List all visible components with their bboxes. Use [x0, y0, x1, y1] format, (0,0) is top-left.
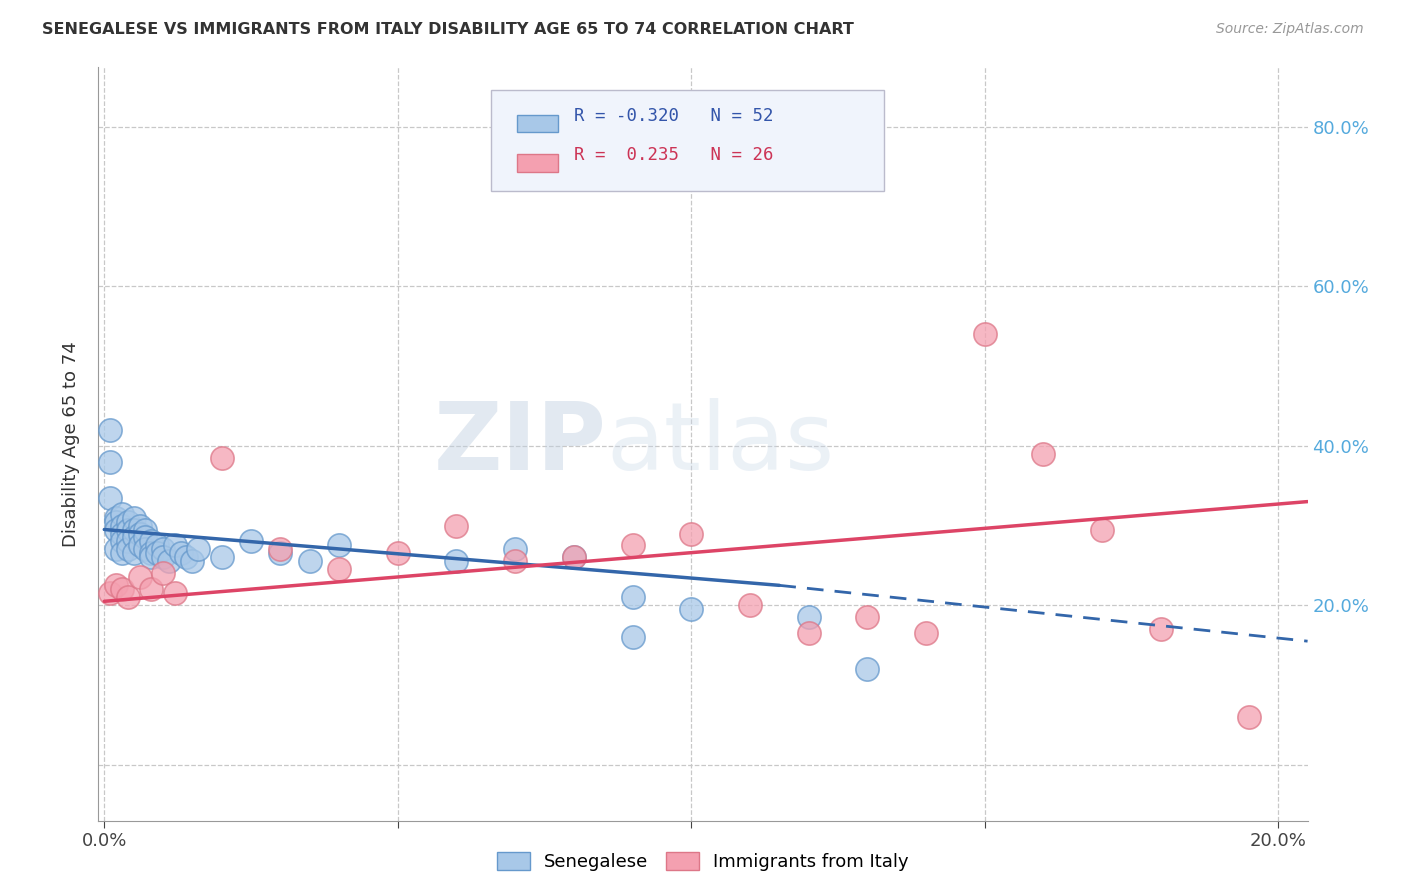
Point [105, 515, 128, 529]
Point [211, 450, 233, 465]
Legend: Senegalese, Immigrants from Italy: Senegalese, Immigrants from Italy [489, 845, 917, 879]
Text: Source: ZipAtlas.com: Source: ZipAtlas.com [1216, 22, 1364, 37]
Point [187, 542, 209, 557]
Point [163, 539, 186, 553]
Point [128, 570, 150, 584]
Text: SENEGALESE VS IMMIGRANTS FROM ITALY DISABILITY AGE 65 TO 74 CORRELATION CHART: SENEGALESE VS IMMIGRANTS FROM ITALY DISA… [42, 22, 853, 37]
Point [328, 539, 350, 553]
Point [105, 523, 128, 537]
Point [446, 518, 468, 533]
Point [1032, 447, 1054, 461]
Point [181, 554, 204, 568]
FancyBboxPatch shape [517, 115, 558, 133]
Point [387, 546, 409, 560]
Point [134, 531, 156, 545]
Point [117, 534, 139, 549]
Point [797, 626, 820, 640]
Point [169, 546, 191, 560]
Point [105, 510, 128, 524]
Point [240, 534, 263, 549]
Point [681, 526, 703, 541]
Point [562, 550, 585, 565]
Point [134, 523, 156, 537]
Point [446, 554, 468, 568]
Point [111, 518, 134, 533]
Point [141, 550, 163, 565]
Text: ZIP: ZIP [433, 398, 606, 490]
Point [111, 507, 134, 521]
Point [128, 518, 150, 533]
Point [152, 542, 174, 557]
Text: R =  0.235   N = 26: R = 0.235 N = 26 [574, 146, 773, 164]
Point [122, 523, 145, 537]
Point [146, 539, 169, 553]
Point [621, 630, 644, 644]
Text: R = -0.320   N = 52: R = -0.320 N = 52 [574, 107, 773, 125]
Point [134, 542, 156, 557]
Point [1150, 622, 1173, 636]
FancyBboxPatch shape [492, 89, 884, 191]
Point [176, 550, 198, 565]
Point [157, 554, 180, 568]
Point [503, 554, 526, 568]
Point [1091, 523, 1114, 537]
Point [111, 582, 134, 597]
Point [152, 550, 174, 565]
Point [163, 586, 186, 600]
Point [111, 534, 134, 549]
Point [128, 526, 150, 541]
Point [152, 566, 174, 581]
Point [621, 539, 644, 553]
Point [797, 610, 820, 624]
Point [117, 523, 139, 537]
Point [98, 491, 121, 505]
Point [98, 586, 121, 600]
Point [117, 542, 139, 557]
Point [503, 542, 526, 557]
Point [128, 539, 150, 553]
Point [122, 510, 145, 524]
Point [211, 550, 233, 565]
Point [105, 542, 128, 557]
Point [111, 546, 134, 560]
Point [621, 591, 644, 605]
Point [117, 515, 139, 529]
Point [298, 554, 321, 568]
FancyBboxPatch shape [517, 154, 558, 172]
Point [269, 542, 291, 557]
Text: atlas: atlas [606, 398, 835, 490]
Point [141, 546, 163, 560]
Point [111, 526, 134, 541]
Point [738, 599, 761, 613]
Point [122, 531, 145, 545]
Point [105, 578, 128, 592]
Point [269, 546, 291, 560]
Point [856, 610, 879, 624]
Point [973, 327, 995, 342]
Point [146, 546, 169, 560]
Point [681, 602, 703, 616]
Point [856, 662, 879, 676]
Point [562, 550, 585, 565]
Point [117, 591, 139, 605]
Y-axis label: Disability Age 65 to 74: Disability Age 65 to 74 [62, 341, 80, 547]
Point [141, 534, 163, 549]
Point [1237, 710, 1260, 724]
Point [328, 562, 350, 576]
Point [915, 626, 938, 640]
Point [122, 546, 145, 560]
Point [141, 582, 163, 597]
Point [98, 423, 121, 437]
Point [98, 455, 121, 469]
